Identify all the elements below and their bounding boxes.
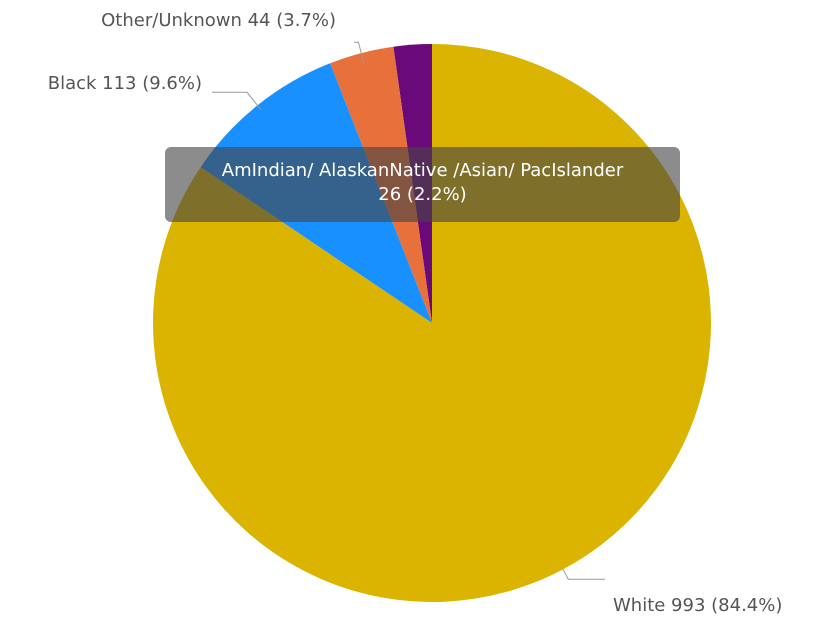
pie-slices xyxy=(152,44,711,602)
slice-label-other-unknown: Other/Unknown 44 (3.7%) xyxy=(101,10,336,31)
slice-label-white: White 993 (84.4%) xyxy=(613,595,782,616)
slice-label-black: Black 113 (9.6%) xyxy=(48,73,202,94)
tooltip-value: 26 (2.2%) xyxy=(378,184,467,205)
slice-tooltip: AmIndian/ AlaskanNative /Asian/ PacIslan… xyxy=(165,147,680,222)
leader-lines xyxy=(212,41,605,580)
leader-line-black xyxy=(212,91,262,111)
slice-labels: Other/Unknown 44 (3.7%) Black 113 (9.6%) W… xyxy=(48,10,783,616)
tooltip-category: AmIndian/ AlaskanNative /Asian/ PacIslan… xyxy=(221,160,624,181)
leader-line-white xyxy=(562,569,605,580)
leader-line-other-unknown xyxy=(354,41,365,65)
